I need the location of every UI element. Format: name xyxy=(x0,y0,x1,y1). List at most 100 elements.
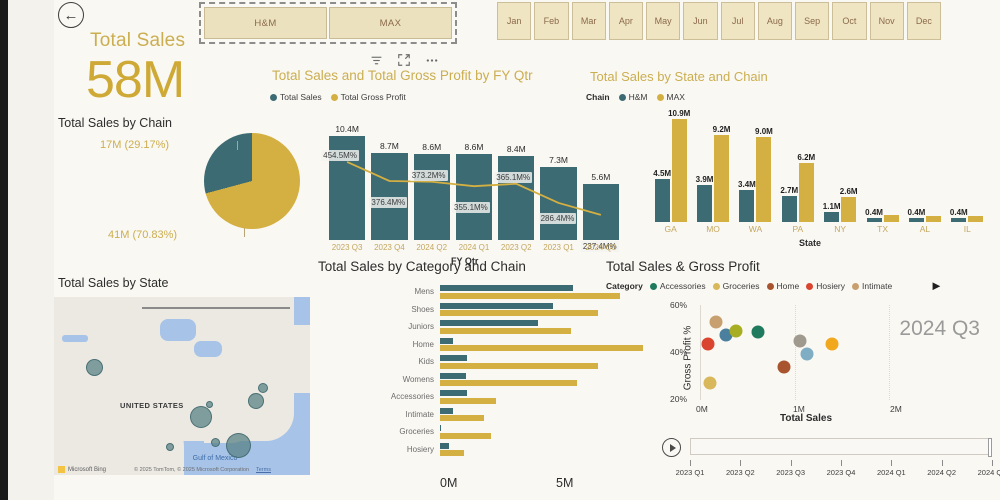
month-slicer-oct[interactable]: Oct xyxy=(832,2,867,40)
play-axis-tick-label[interactable]: 2024 Q3 xyxy=(977,468,1000,477)
category-row[interactable]: Mens xyxy=(374,283,654,301)
scatter-legend-item-home[interactable]: Home xyxy=(766,281,799,291)
category-row[interactable]: Groceries xyxy=(374,423,654,441)
scatter-point-intimate[interactable] xyxy=(709,315,723,329)
map-bubble-tx[interactable] xyxy=(166,443,174,451)
month-slicer[interactable]: Jan Feb Mar Apr May Jun Jul Aug Sep Oct Nov Dec xyxy=(497,2,941,40)
category-chart-plot[interactable]: Mens Shoes Juniors Home Kids Womens Acce… xyxy=(374,283,654,475)
slicer-option-max[interactable]: MAX xyxy=(329,7,452,39)
scatter-plot[interactable]: Gross Profit % 60% 40% 20% 2024 Q3 0M 1M… xyxy=(654,295,994,424)
month-slicer-sep[interactable]: Sep xyxy=(795,2,830,40)
state-group[interactable]: 0.4M xyxy=(950,110,984,222)
state-bar-max[interactable]: 10.9M xyxy=(668,109,690,222)
month-slicer-apr[interactable]: Apr xyxy=(608,2,643,40)
combo-bar-column[interactable]: 8.4M xyxy=(498,128,535,240)
month-slicer-dec[interactable]: Dec xyxy=(906,2,941,40)
combo-bar-column[interactable]: 10.4M xyxy=(329,124,366,240)
combo-visual-header[interactable] xyxy=(370,53,439,67)
month-slicer-mar[interactable]: Mar xyxy=(571,2,606,40)
month-slicer-may[interactable]: May xyxy=(646,2,681,40)
category-bar-max[interactable] xyxy=(440,415,485,421)
state-bar-hm[interactable]: 0.4M xyxy=(865,208,883,222)
state-bar-hm[interactable]: 3.4M xyxy=(738,180,756,222)
slicer-option-hm[interactable]: H&M xyxy=(204,7,327,39)
map-bubble-pa[interactable] xyxy=(248,393,264,409)
state-bar-max[interactable]: 9.0M xyxy=(755,127,773,222)
category-bar-max[interactable] xyxy=(440,362,599,369)
scatter-legend-item-accessories[interactable]: Accessories xyxy=(649,281,706,291)
scatter-point-accessories[interactable] xyxy=(751,325,765,339)
category-row[interactable]: Accessories xyxy=(374,388,654,406)
legend-item-hm[interactable]: H&M xyxy=(618,92,648,102)
map-bubble-ks[interactable] xyxy=(206,401,213,408)
scatter-legend-item-hosiery[interactable]: Hosiery xyxy=(806,281,845,291)
play-axis-track[interactable] xyxy=(690,438,992,457)
play-axis-tick-label[interactable]: 2024 Q1 xyxy=(876,468,906,477)
state-group[interactable]: 2.7M 6.2M xyxy=(780,110,815,222)
category-bar-hm[interactable] xyxy=(440,337,453,344)
state-group[interactable]: 0.4M xyxy=(865,110,899,222)
state-group[interactable]: 1.1M 2.6M xyxy=(823,110,858,222)
map-terms-link[interactable]: Terms xyxy=(256,467,271,473)
scatter-point-kids[interactable] xyxy=(729,324,743,338)
combo-bar-column[interactable]: 8.6M xyxy=(413,128,450,240)
category-bar-max[interactable] xyxy=(440,397,496,404)
state-bar-max[interactable] xyxy=(968,216,984,222)
category-row[interactable]: Womens xyxy=(374,371,654,389)
state-bar-max[interactable]: 2.6M xyxy=(840,187,858,222)
legend-next-icon[interactable]: ► xyxy=(930,278,943,293)
category-bar-hm[interactable] xyxy=(440,442,449,449)
category-bar-max[interactable] xyxy=(440,327,572,334)
state-bar-max[interactable]: 6.2M xyxy=(797,153,815,222)
focus-mode-icon[interactable] xyxy=(397,53,411,67)
state-bar-hm[interactable]: 0.4M xyxy=(950,208,968,222)
combo-bar[interactable] xyxy=(455,154,493,240)
category-bar-hm[interactable] xyxy=(440,390,468,396)
map-bubble-mo[interactable] xyxy=(190,406,212,428)
combo-bar-column[interactable]: 5.6M xyxy=(582,128,619,240)
scatter-point-home[interactable] xyxy=(777,360,791,374)
back-arrow-icon[interactable]: ← xyxy=(58,2,84,28)
scatter-point-womens[interactable] xyxy=(719,328,733,342)
month-slicer-jul[interactable]: Jul xyxy=(720,2,755,40)
category-bar-max[interactable] xyxy=(440,292,620,299)
category-bar-max[interactable] xyxy=(440,380,577,386)
category-bar-hm[interactable] xyxy=(440,425,441,431)
state-bar-max[interactable] xyxy=(883,215,899,222)
map-bubble-al[interactable] xyxy=(211,438,220,447)
scatter-legend-item-groceries[interactable]: Groceries xyxy=(712,281,760,291)
category-bar-hm[interactable] xyxy=(440,320,539,326)
play-axis-tick-label[interactable]: 2024 Q2 xyxy=(927,468,957,477)
month-slicer-feb[interactable]: Feb xyxy=(534,2,569,40)
play-icon[interactable] xyxy=(662,438,681,457)
month-slicer-jan[interactable]: Jan xyxy=(497,2,532,40)
pie-slices[interactable] xyxy=(204,133,300,229)
category-bar-max[interactable] xyxy=(440,432,492,439)
state-chain-legend[interactable]: Chain H&M MAX xyxy=(586,92,685,102)
category-row[interactable]: Home xyxy=(374,336,654,354)
legend-item-max[interactable]: MAX xyxy=(656,92,685,102)
play-axis[interactable]: 2023 Q1 2023 Q2 2023 Q3 2023 Q4 2024 Q1 2024 … xyxy=(662,434,1000,492)
category-bar-max[interactable] xyxy=(440,450,465,456)
category-bar-max[interactable] xyxy=(440,345,643,351)
combo-bar[interactable] xyxy=(582,184,619,240)
state-bar-hm[interactable]: 3.9M xyxy=(696,175,713,222)
month-slicer-jun[interactable]: Jun xyxy=(683,2,718,40)
map-visual[interactable]: UNITED STATES MEXICO Gulf of Mexico Micr… xyxy=(54,297,310,475)
scatter-legend-item-intimate[interactable]: Intimate xyxy=(852,281,892,291)
state-group[interactable]: 3.4M 9.0M xyxy=(738,110,773,222)
map-bubble-ga[interactable] xyxy=(226,433,251,458)
category-bar-hm[interactable] xyxy=(440,407,453,414)
scatter-point-shoes[interactable] xyxy=(793,334,807,348)
category-row[interactable]: Juniors xyxy=(374,318,654,336)
state-chain-plot[interactable]: 4.5M 10.9M 3.9M 9.2M 3.4M 9.0M 2.7M 6.2M… xyxy=(653,109,984,222)
combo-bar[interactable] xyxy=(413,154,450,240)
scatter-legend[interactable]: Category Accessories Groceries Home Hosi… xyxy=(606,281,892,291)
state-bar-hm[interactable]: 0.4M xyxy=(908,208,925,222)
legend-item-gross-profit[interactable]: Total Gross Profit xyxy=(330,92,406,102)
state-group[interactable]: 0.4M xyxy=(908,110,941,222)
more-options-icon[interactable] xyxy=(425,58,439,63)
scatter-point-mens[interactable] xyxy=(825,337,839,351)
state-group[interactable]: 4.5M 10.9M xyxy=(653,109,690,222)
state-bar-max[interactable] xyxy=(925,216,941,222)
